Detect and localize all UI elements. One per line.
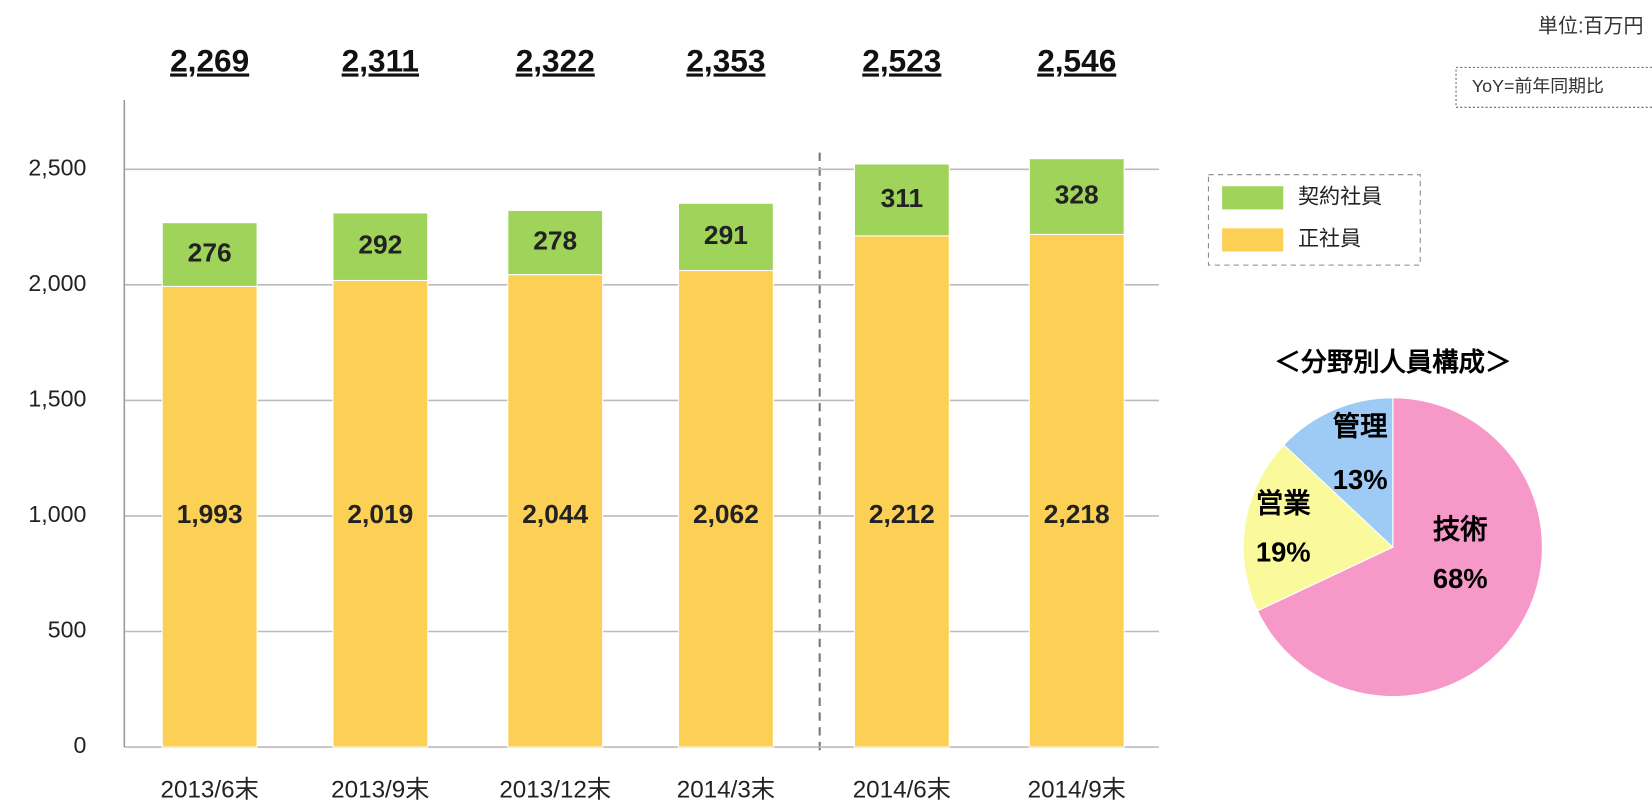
data-label: 2,062	[693, 499, 759, 529]
pie-value-label: 13%	[1333, 464, 1388, 495]
total-label: 2,269	[170, 42, 249, 78]
y-tick-label: 1,500	[28, 386, 86, 412]
y-tick-label: 2,000	[28, 270, 86, 296]
legend-label: 正社員	[1298, 226, 1361, 250]
data-label: 292	[358, 230, 402, 260]
bar-segment	[161, 285, 258, 748]
bar-segment	[332, 212, 429, 281]
pie-value-label: 68%	[1433, 563, 1488, 594]
data-label: 291	[704, 220, 748, 250]
legend-swatch	[1222, 228, 1284, 252]
y-tick-label: 0	[73, 732, 86, 758]
x-tick-label: 2014/9末	[1028, 777, 1126, 804]
legend-swatch	[1222, 186, 1284, 210]
y-tick-label: 2,500	[28, 154, 86, 180]
data-label: 276	[188, 238, 232, 268]
pie-label: 管理	[1333, 410, 1388, 441]
data-label: 311	[881, 183, 923, 213]
pie-value-label: 19%	[1256, 537, 1311, 568]
bar-segment	[507, 209, 604, 276]
data-label: 2,212	[869, 499, 935, 529]
x-tick-label: 2014/3末	[677, 777, 775, 804]
total-label: 2,322	[516, 42, 595, 78]
pie-label: 技術	[1433, 514, 1488, 545]
bar-segment	[1028, 158, 1125, 235]
data-label: 278	[533, 226, 577, 256]
bar-segment	[507, 274, 604, 748]
yoy-box	[1455, 66, 1652, 108]
pie-label: 営業	[1256, 487, 1311, 518]
y-tick-label: 1,000	[28, 501, 86, 527]
bar-segment	[332, 279, 429, 748]
bar-segment	[1028, 233, 1125, 748]
data-label: 328	[1055, 180, 1099, 210]
legend-label: 契約社員	[1298, 184, 1382, 208]
pie-title: ＜分野別人員構成＞	[1274, 347, 1511, 377]
pie-slice	[1242, 444, 1394, 612]
total-label: 2,311	[342, 42, 419, 78]
data-label: 2,044	[522, 499, 588, 529]
bar-segment	[161, 222, 258, 287]
data-label: 2,218	[1044, 499, 1110, 529]
bar-segment	[853, 235, 950, 748]
x-tick-label: 2014/6末	[853, 777, 951, 804]
total-label: 2,353	[686, 42, 765, 78]
unit-note: 単位:百万円	[1538, 15, 1644, 38]
data-label: 2,019	[347, 499, 413, 529]
bar-segment	[853, 163, 950, 237]
total-label: 2,523	[862, 42, 941, 78]
data-label: 1,993	[177, 499, 243, 529]
yoy-note: YoY=前年同期比	[1472, 76, 1604, 96]
pie-slice	[1256, 397, 1543, 698]
total-label: 2,546	[1037, 42, 1116, 78]
x-tick-label: 2013/12末	[499, 777, 611, 804]
bar-segment	[677, 202, 774, 272]
x-tick-label: 2013/9末	[331, 777, 429, 804]
y-tick-label: 500	[48, 617, 87, 643]
x-tick-label: 2013/6末	[161, 777, 259, 804]
pie-slice	[1283, 397, 1394, 549]
